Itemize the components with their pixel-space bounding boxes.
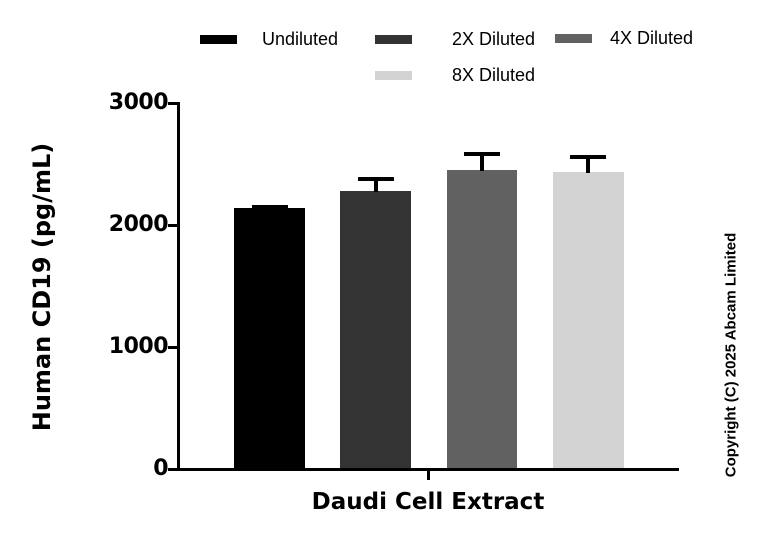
error-cap-8x-diluted [570, 155, 606, 159]
y-tick-label-0: 0 [153, 456, 168, 481]
error-cap-4x-diluted [464, 152, 500, 156]
y-tick-1000 [168, 346, 178, 349]
bar-8x-diluted [553, 172, 624, 469]
x-axis-label: Daudi Cell Extract [311, 489, 545, 515]
error-cap-undiluted [252, 205, 288, 209]
y-tick-2000 [168, 224, 178, 227]
x-tick [427, 470, 430, 480]
y-tick-label-2000: 2000 [108, 212, 169, 237]
y-tick-label-3000: 3000 [108, 90, 169, 115]
legend-label-undiluted: Undiluted [262, 29, 339, 49]
y-tick-0 [168, 468, 178, 471]
copyright-text: Copyright (C) 2025 Abcam Limited [722, 232, 740, 478]
bar-2x-diluted [340, 191, 411, 469]
x-axis-line [177, 468, 679, 471]
legend-swatch-8x [375, 71, 412, 80]
legend-label-2x: 2X Diluted [452, 29, 536, 49]
error-bar-4x-diluted [480, 153, 484, 171]
legend-swatch-undiluted [200, 35, 237, 44]
legend-swatch-2x [375, 35, 412, 44]
legend-swatch-4x [555, 34, 592, 43]
legend-label-8x: 8X Diluted [452, 65, 536, 85]
y-axis-line [177, 102, 180, 471]
legend-label-4x: 4X Diluted [610, 28, 694, 48]
error-bar-8x-diluted [586, 156, 590, 173]
error-bar-2x-diluted [374, 178, 378, 192]
y-tick-3000 [168, 102, 178, 105]
bar-undiluted [234, 208, 305, 469]
y-tick-label-1000: 1000 [108, 334, 169, 359]
bar-4x-diluted [447, 170, 517, 469]
y-axis-label: Human CD19 (pg/mL) [28, 142, 56, 432]
error-cap-2x-diluted [358, 177, 394, 181]
